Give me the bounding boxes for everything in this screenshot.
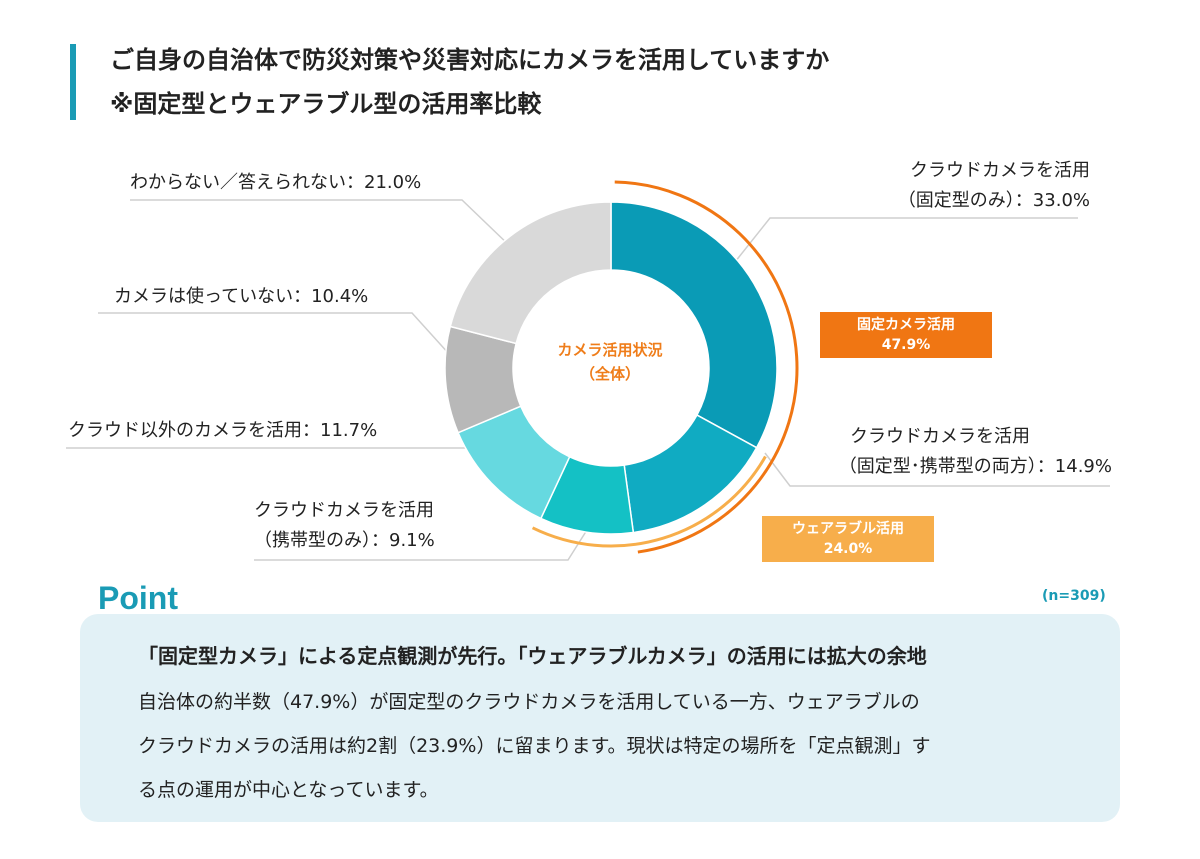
slice-label-non-cloud: クラウド以外のカメラを活用：11.7% [68,420,378,441]
donut-center-label: カメラ活用状況 （全体） [530,338,690,386]
slice-label-not-used: カメラは使っていない：10.4% [114,286,369,307]
point-body: 自治体の約半数（47.9%）が固定型のクラウドカメラを活用している一方、ウェアラ… [138,680,1088,812]
wearable-camera-arc [531,455,767,548]
slice-label-wear-only-line-1: クラウドカメラを活用 [254,500,434,521]
slice-label-wear-only: クラウドカメラを活用 （携帯型のみ）：9.1% [254,496,435,556]
leader-line-wear-only [254,521,593,561]
slice-label-unknown: わからない／答えられない：21.0% [130,172,422,193]
slice-label-both-line-1: クラウドカメラを活用 [850,426,1030,447]
center-label-line-1: カメラ活用状況 [557,341,663,359]
leader-line-both [764,452,1110,487]
point-headline: 「固定型カメラ」による定点観測が先行。「ウェアラブルカメラ」の活用には拡大の余地 [138,644,927,668]
donut-slice-unknown [449,201,612,345]
point-body-line-1: 自治体の約半数（47.9%）が固定型のクラウドカメラを活用している一方、ウェアラ… [138,691,920,713]
wearable-camera-tag: ウェアラブル活用 24.0% [762,516,934,562]
leader-line-fixed-only [734,217,1078,263]
slice-label-wear-only-line-2: （携帯型のみ）：9.1% [254,530,435,551]
title-line-2: ※固定型とウェアラブル型の活用率比較 [110,90,542,118]
title-line-1: ご自身の自治体で防災対策や災害対応にカメラを活用していますか [110,46,830,74]
group-arcs [531,180,799,554]
donut-slices [444,201,778,535]
point-title: Point [98,580,178,616]
sample-size-label: (n=309) [1042,588,1106,604]
fixed-camera-tag-label: 固定カメラ活用 [857,317,955,333]
wearable-camera-tag-label: ウェアラブル活用 [792,521,904,537]
leader-lines [66,199,1110,561]
slice-label-both-line-2: （固定型･携帯型の両方）：14.9% [838,456,1112,477]
point-body-line-2: クラウドカメラの活用は約2割（23.9%）に留まります。現状は特定の場所を「定点… [138,735,931,757]
slice-label-fixed-only-line-1: クラウドカメラを活用 [910,160,1090,181]
fixed-camera-tag: 固定カメラ活用 47.9% [820,312,992,358]
slice-label-fixed-only: クラウドカメラを活用 （固定型のみ）：33.0% [770,156,1090,216]
leader-line-not-used [98,312,451,356]
donut-chart [66,180,1110,561]
slice-label-both: クラウドカメラを活用 （固定型･携帯型の両方）：14.9% [760,422,1112,482]
title-accent-bar [70,44,76,120]
point-box [80,614,1120,822]
chart-title: ご自身の自治体で防災対策や災害対応にカメラを活用していますか ※固定型とウェアラ… [110,38,829,126]
point-body-line-3: る点の運用が中心となっています。 [138,779,439,801]
slice-label-fixed-only-line-2: （固定型のみ）：33.0% [897,190,1090,211]
fixed-camera-arc [614,180,799,554]
leader-line-unknown [130,199,513,249]
center-label-line-2: （全体） [579,365,640,383]
wearable-camera-tag-value: 24.0% [823,541,873,557]
fixed-camera-tag-value: 47.9% [881,337,931,353]
donut-slice-fixed-only [610,201,778,449]
